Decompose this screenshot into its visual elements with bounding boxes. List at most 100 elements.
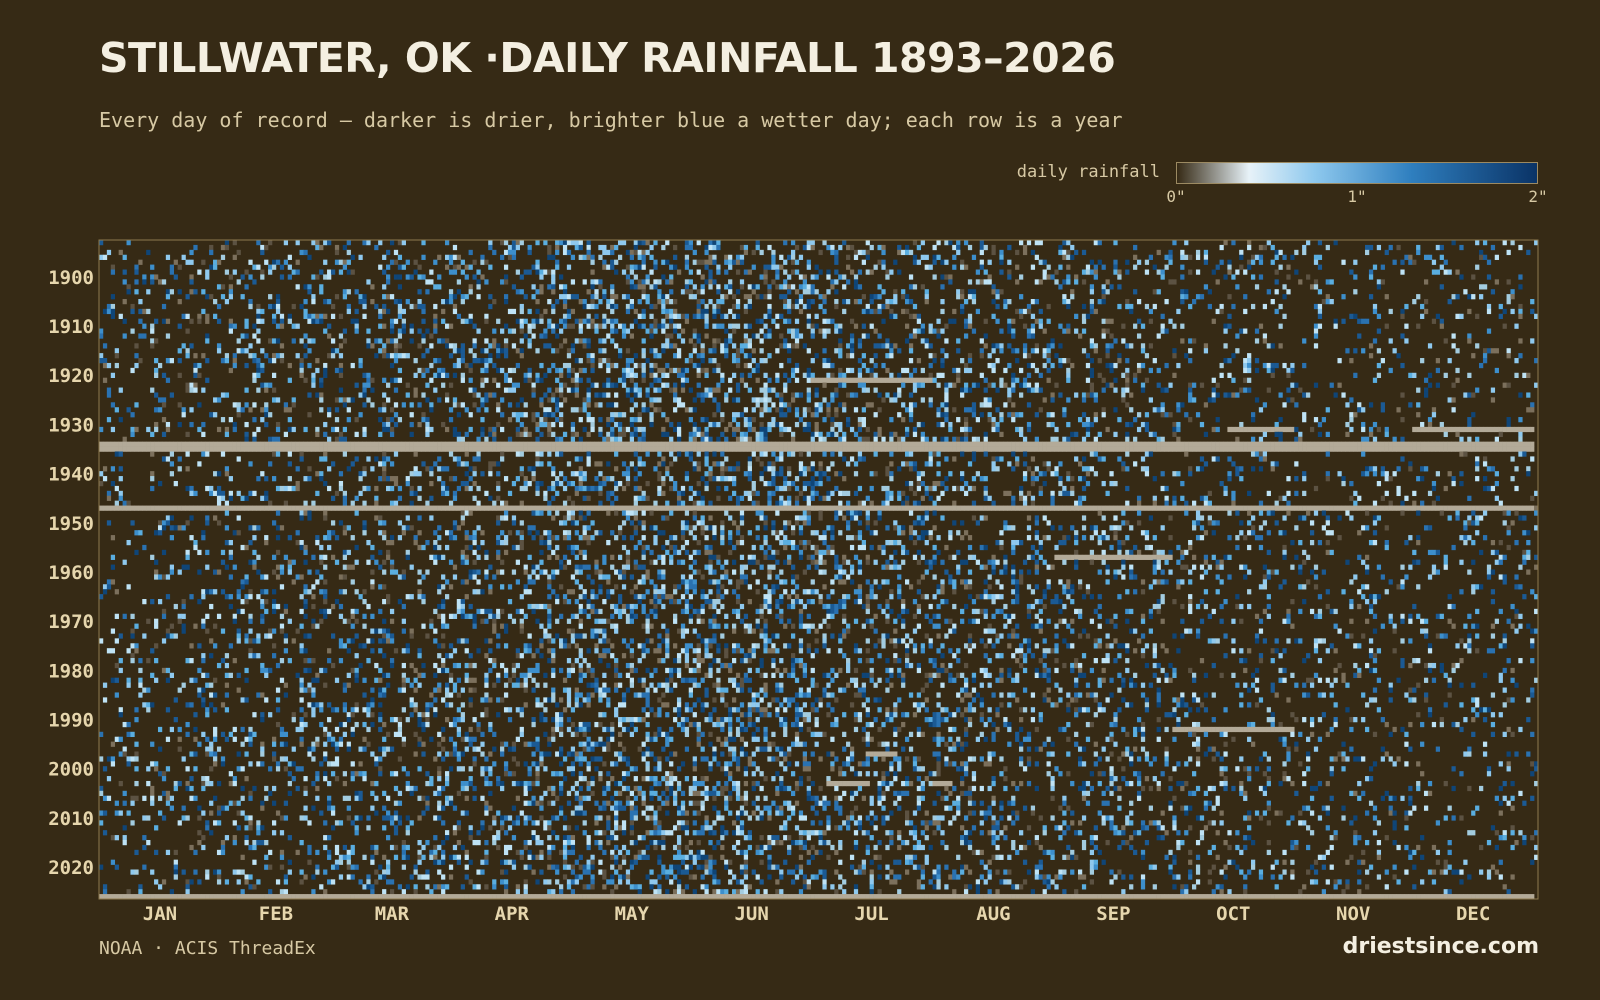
day-cell <box>696 353 701 359</box>
day-cell <box>299 338 304 344</box>
day-cell <box>802 471 807 477</box>
day-cell <box>480 446 485 452</box>
day-cell <box>645 358 650 364</box>
day-cell <box>873 441 878 447</box>
day-cell <box>99 480 104 487</box>
day-cell <box>881 249 886 256</box>
day-cell <box>806 289 811 295</box>
day-cell <box>543 417 548 423</box>
day-cell <box>747 456 752 462</box>
day-cell <box>1254 426 1260 433</box>
day-cell <box>948 279 953 285</box>
day-cell <box>578 338 583 344</box>
day-cell <box>1317 421 1323 428</box>
day-cell <box>244 269 249 275</box>
day-cell <box>323 372 328 378</box>
day-cell <box>743 333 749 339</box>
day-cell <box>763 466 768 472</box>
day-cell <box>708 471 713 477</box>
day-cell <box>1180 294 1185 300</box>
day-cell <box>102 358 108 364</box>
day-cell <box>885 471 890 477</box>
day-cell <box>739 372 745 378</box>
day-cell <box>916 471 922 477</box>
day-cell <box>1247 446 1252 452</box>
day-cell <box>1357 407 1362 413</box>
day-cell <box>334 397 340 403</box>
day-cell <box>610 318 615 324</box>
day-cell <box>1530 446 1535 452</box>
day-cell <box>389 318 395 324</box>
day-cell <box>535 461 540 467</box>
day-cell <box>602 446 607 452</box>
day-cell <box>822 436 827 442</box>
day-cell <box>228 318 233 324</box>
day-cell <box>1368 343 1374 349</box>
day-cell <box>496 382 501 388</box>
day-cell <box>735 358 741 364</box>
day-cell <box>338 313 344 319</box>
day-cell <box>669 308 674 315</box>
day-cell <box>696 240 701 246</box>
day-cell <box>1081 441 1087 447</box>
day-cell <box>590 323 595 329</box>
day-cell <box>338 333 344 339</box>
day-cell <box>688 269 693 275</box>
day-cell <box>1467 333 1472 339</box>
day-cell <box>1030 441 1036 447</box>
day-cell <box>1152 289 1157 295</box>
day-cell <box>185 387 190 393</box>
day-cell <box>319 476 324 482</box>
day-cell <box>838 446 843 452</box>
day-cell <box>370 377 375 383</box>
day-cell <box>912 284 918 290</box>
day-cell <box>1105 362 1110 369</box>
day-cell <box>834 259 839 265</box>
day-cell <box>1160 471 1165 477</box>
day-cell <box>669 446 674 452</box>
day-cell <box>889 461 894 467</box>
day-cell <box>264 244 269 251</box>
day-cell <box>621 377 627 383</box>
day-cell <box>849 456 855 462</box>
day-cell <box>169 392 174 398</box>
day-cell <box>515 451 520 457</box>
day-cell <box>464 362 469 369</box>
day-cell <box>1164 387 1169 393</box>
day-cell <box>559 451 564 457</box>
day-cell <box>547 318 552 324</box>
day-cell <box>1011 466 1016 472</box>
day-cell <box>1262 441 1268 447</box>
day-cell <box>999 412 1004 418</box>
day-cell <box>268 264 273 270</box>
day-cell <box>448 382 454 388</box>
day-cell <box>728 284 733 290</box>
day-cell <box>739 446 745 452</box>
day-cell <box>598 323 603 329</box>
day-cell <box>236 456 241 462</box>
day-cell <box>1534 382 1539 388</box>
day-cell <box>716 421 721 428</box>
day-cell <box>822 333 827 339</box>
day-cell <box>106 392 112 398</box>
day-cell <box>472 446 477 452</box>
day-cell <box>523 480 528 487</box>
day-cell <box>1514 358 1519 364</box>
day-cell <box>1435 244 1441 251</box>
day-cell <box>330 426 336 433</box>
day-cell <box>1400 456 1405 462</box>
day-cell <box>1368 244 1374 251</box>
day-cell <box>1019 392 1024 398</box>
day-cell <box>783 299 788 305</box>
day-cell <box>920 446 925 452</box>
day-cell <box>275 338 281 344</box>
day-cell <box>696 426 701 433</box>
day-cell <box>531 333 536 339</box>
day-cell <box>1050 436 1055 442</box>
day-cell <box>1388 338 1393 344</box>
day-cell <box>960 303 965 310</box>
day-cell <box>1136 318 1142 324</box>
day-cell <box>271 259 277 265</box>
day-cell <box>712 338 717 344</box>
day-cell <box>1274 269 1279 275</box>
